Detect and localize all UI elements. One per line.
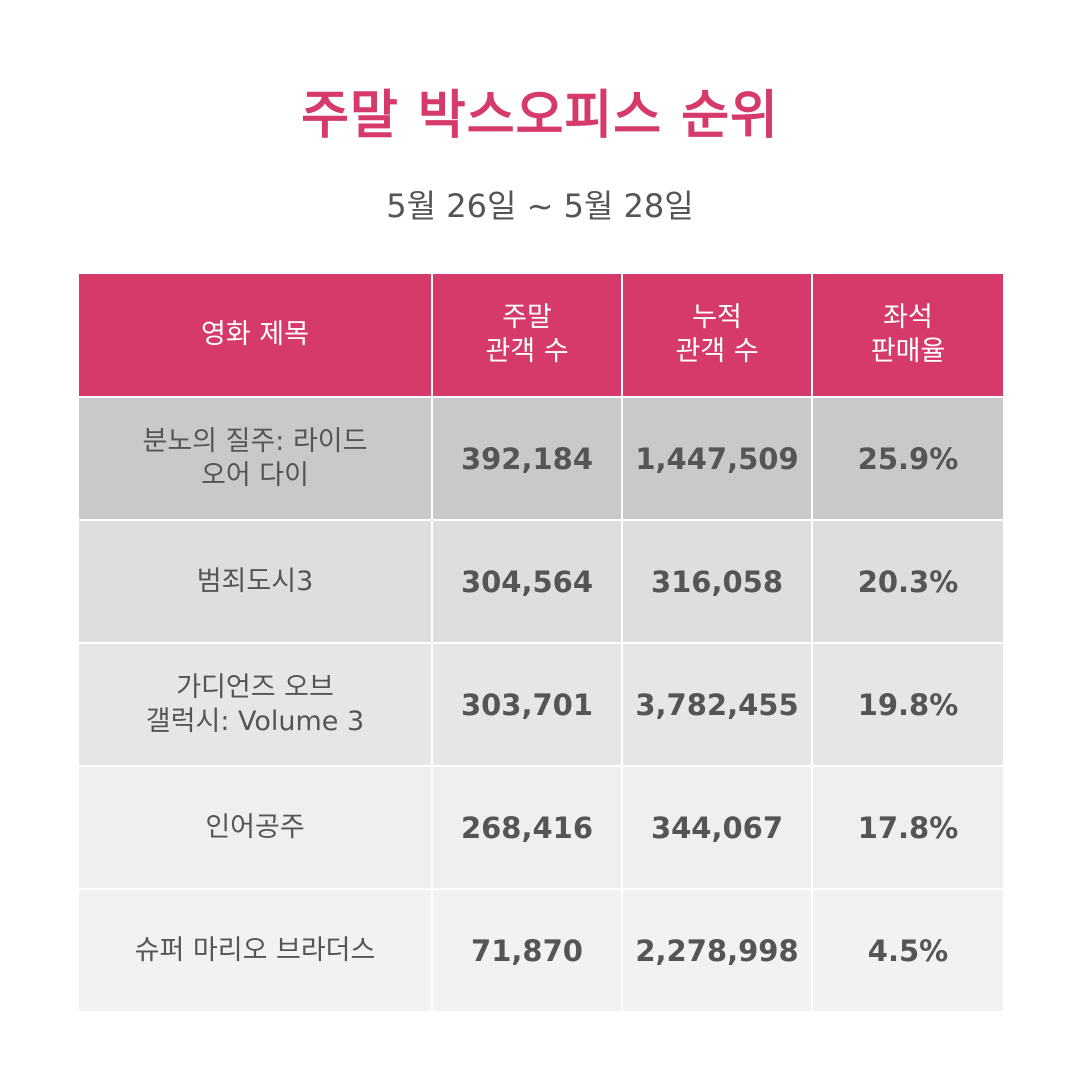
header-line: 누적 xyxy=(692,302,742,333)
seat-rate-cell: 4.5% xyxy=(811,888,1005,1013)
weekend-audience-cell: 303,701 xyxy=(431,642,623,767)
seat-rate-cell: 25.9% xyxy=(811,396,1005,521)
header-line: 영화 제목 xyxy=(201,319,309,350)
header-line: 관객 수 xyxy=(675,336,759,367)
box-office-table: 영화 제목 주말 관객 수 누적 관객 수 좌석 판매율 분노의 질주: 라이드… xyxy=(77,272,1005,1013)
movie-title-cell: 범죄도시3 xyxy=(77,519,433,644)
header-movie-title: 영화 제목 xyxy=(77,272,433,398)
table-row: 범죄도시3 304,564 316,058 20.3% xyxy=(77,519,1005,644)
movie-title-cell: 슈퍼 마리오 브라더스 xyxy=(77,888,433,1013)
header-line: 좌석 xyxy=(883,302,933,333)
cumulative-audience-cell: 1,447,509 xyxy=(621,396,813,521)
cumulative-audience-cell: 316,058 xyxy=(621,519,813,644)
header-line: 판매율 xyxy=(870,336,946,367)
page-title: 주말 박스오피스 순위 xyxy=(301,86,779,146)
movie-title-cell: 가디언즈 오브 갤럭시: Volume 3 xyxy=(77,642,433,767)
movie-title-line: 분노의 질주: 라이드 xyxy=(142,425,368,457)
weekend-audience-cell: 71,870 xyxy=(431,888,623,1013)
table-row: 분노의 질주: 라이드 오어 다이 392,184 1,447,509 25.9… xyxy=(77,396,1005,521)
table-row: 가디언즈 오브 갤럭시: Volume 3 303,701 3,782,455 … xyxy=(77,642,1005,767)
weekend-audience-cell: 304,564 xyxy=(431,519,623,644)
weekend-audience-cell: 392,184 xyxy=(431,396,623,521)
seat-rate-cell: 19.8% xyxy=(811,642,1005,767)
header-weekend-audience: 주말 관객 수 xyxy=(431,272,623,398)
movie-title-line: 오어 다이 xyxy=(201,459,309,491)
movie-title-line: 인어공주 xyxy=(205,811,305,843)
table-header-row: 영화 제목 주말 관객 수 누적 관객 수 좌석 판매율 xyxy=(77,272,1005,398)
movie-title-line: 범죄도시3 xyxy=(196,565,314,597)
movie-title-line: 갤럭시: Volume 3 xyxy=(145,705,365,737)
seat-rate-cell: 17.8% xyxy=(811,765,1005,890)
table-row: 인어공주 268,416 344,067 17.8% xyxy=(77,765,1005,890)
weekend-audience-cell: 268,416 xyxy=(431,765,623,890)
table-row: 슈퍼 마리오 브라더스 71,870 2,278,998 4.5% xyxy=(77,888,1005,1013)
header-cumulative-audience: 누적 관객 수 xyxy=(621,272,813,398)
header-line: 주말 xyxy=(502,302,552,333)
cumulative-audience-cell: 3,782,455 xyxy=(621,642,813,767)
movie-title-line: 가디언즈 오브 xyxy=(176,671,334,703)
date-range-subtitle: 5월 26일 ~ 5월 28일 xyxy=(386,187,694,225)
seat-rate-cell: 20.3% xyxy=(811,519,1005,644)
movie-title-cell: 분노의 질주: 라이드 오어 다이 xyxy=(77,396,433,521)
cumulative-audience-cell: 344,067 xyxy=(621,765,813,890)
cumulative-audience-cell: 2,278,998 xyxy=(621,888,813,1013)
movie-title-cell: 인어공주 xyxy=(77,765,433,890)
movie-title-line: 슈퍼 마리오 브라더스 xyxy=(134,934,376,966)
header-seat-sales-rate: 좌석 판매율 xyxy=(811,272,1005,398)
header-line: 관객 수 xyxy=(485,336,569,367)
